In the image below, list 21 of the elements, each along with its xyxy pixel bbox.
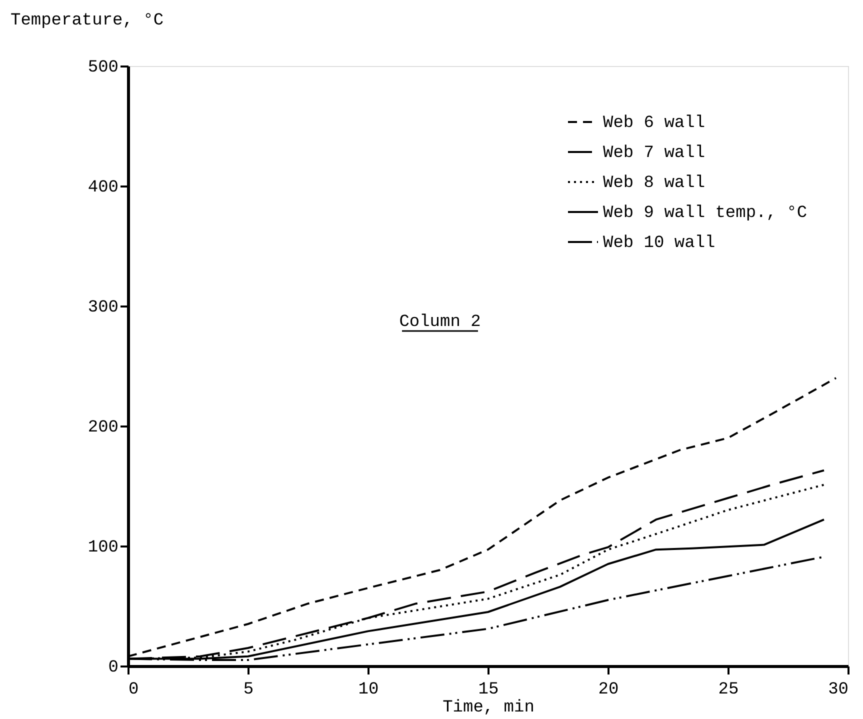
x-tick-label: 30	[828, 680, 848, 700]
y-tick-label: 400	[88, 178, 118, 198]
x-axis-title: Time, min	[442, 698, 534, 718]
y-axis-title: Temperature, °C	[10, 12, 164, 30]
legend-label: Web 8 wall	[603, 174, 706, 193]
x-tick-label: 10	[358, 680, 379, 700]
y-tick-label: 0	[108, 658, 118, 678]
y-tick-label: 200	[88, 418, 118, 438]
x-tick-label: 20	[598, 680, 619, 700]
x-tick-label: 0	[128, 680, 139, 700]
x-tick-label: 15	[478, 680, 499, 700]
y-tick-label: 300	[88, 298, 118, 318]
annotation: Column 2	[399, 313, 481, 332]
y-tick-label: 500	[88, 58, 118, 78]
legend-label: Web 6 wall	[603, 114, 706, 133]
y-tick-label: 100	[88, 538, 118, 558]
legend-label: Web 10 wall	[603, 234, 716, 253]
legend-label: Web 9 wall temp., °C	[603, 204, 808, 223]
x-tick-label: 5	[243, 680, 254, 700]
x-tick-label: 25	[718, 680, 739, 700]
legend-label: Web 7 wall	[603, 144, 706, 163]
